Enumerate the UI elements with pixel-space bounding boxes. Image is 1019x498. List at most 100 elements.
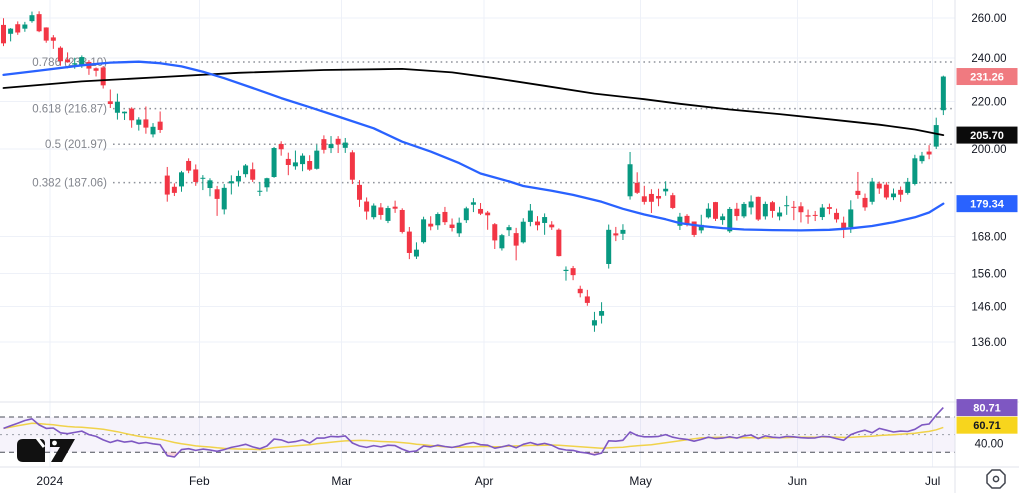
candle [591, 311, 597, 332]
price-axis[interactable]: 260.00 240.00 220.00 200.00 168.00 156.00 146.… [956, 13, 1018, 450]
candle [940, 75, 946, 116]
svg-text:80.71: 80.71 [973, 403, 1001, 415]
candle [485, 210, 491, 230]
candle [57, 46, 63, 66]
price-tick-label: 146.00 [971, 301, 1006, 313]
rsi-badge: 80.71 [956, 399, 1018, 417]
candle [435, 212, 441, 230]
blue-ma-line [2, 60, 945, 232]
candle [428, 216, 434, 231]
candle [392, 200, 398, 213]
candle [193, 164, 199, 186]
time-axis-label: Apr [475, 474, 494, 488]
black-ma-badge: 205.70 [956, 126, 1018, 144]
candle [876, 181, 882, 194]
candle [713, 201, 718, 222]
candle [663, 181, 669, 196]
candle [784, 195, 790, 215]
candle [641, 185, 647, 205]
candle [100, 66, 106, 89]
candle [705, 203, 711, 219]
candle [542, 213, 548, 235]
candle [734, 202, 740, 221]
time-axis-label: 2024 [36, 474, 63, 488]
candle [129, 107, 135, 128]
time-axis[interactable]: 2024 Feb Mar Apr May Jun Jul [36, 474, 940, 488]
candle [243, 164, 249, 178]
candle [478, 203, 484, 216]
rsi-ma-line [3, 422, 944, 451]
fib-level-label: 0.5 (201.97) [45, 139, 107, 151]
candle [307, 155, 313, 171]
candle [470, 198, 476, 213]
candle [520, 218, 526, 244]
candle [257, 182, 263, 196]
candle [385, 205, 391, 224]
price-tick-label: 156.00 [971, 268, 1006, 280]
price-tick-label: 220.00 [971, 96, 1006, 108]
candle [577, 285, 583, 298]
candle [506, 224, 512, 237]
candle [648, 189, 654, 214]
candle [805, 209, 811, 224]
candle [264, 177, 270, 192]
candle [371, 203, 377, 220]
candle [791, 200, 797, 221]
candle [406, 226, 412, 260]
candle [399, 208, 405, 234]
candle [221, 184, 227, 215]
candle [107, 89, 113, 109]
time-axis-label: Mar [331, 474, 352, 488]
time-axis-label: Jun [788, 474, 807, 488]
candles [1, 11, 946, 332]
candle [186, 158, 192, 174]
svg-text:231.26: 231.26 [970, 72, 1004, 84]
blue-ma-badge: 179.34 [956, 195, 1018, 213]
price-tick-label: 168.00 [971, 231, 1006, 243]
fib-level-label: 0.382 (187.06) [32, 178, 107, 190]
price-tick-label: 260.00 [971, 13, 1006, 25]
time-axis-label: May [629, 474, 652, 488]
candle [413, 242, 419, 259]
candle [535, 216, 540, 231]
candle [328, 136, 334, 154]
candle [769, 200, 775, 218]
candle [613, 226, 619, 242]
candle [271, 146, 277, 178]
rsi-pane[interactable] [0, 407, 955, 458]
candle [527, 203, 533, 227]
candle [584, 289, 590, 306]
svg-text:60.71: 60.71 [973, 420, 1001, 432]
candle [442, 206, 448, 226]
candle [627, 151, 633, 200]
candle [207, 178, 213, 197]
tradingview-logo-icon[interactable] [17, 437, 75, 462]
candle [179, 170, 184, 192]
candle [292, 150, 298, 170]
candle [883, 182, 889, 200]
candle [1, 18, 6, 47]
price-tick-label: 200.00 [971, 144, 1006, 156]
candle [834, 208, 840, 223]
fib-level-label: 0.618 (216.87) [32, 104, 107, 116]
candle [364, 197, 370, 220]
candle [36, 11, 42, 33]
candle [777, 206, 783, 221]
candle [912, 154, 918, 186]
candle [606, 224, 612, 269]
price-tick-label: 240.00 [971, 53, 1006, 65]
candle [499, 233, 505, 251]
candle [300, 153, 306, 172]
candle [357, 180, 362, 207]
candle [157, 111, 163, 133]
svg-text:179.34: 179.34 [970, 199, 1005, 211]
black-ma-line [2, 68, 945, 136]
candle [314, 144, 320, 170]
candle [549, 221, 555, 230]
candle [620, 224, 626, 240]
octagon-dot-icon[interactable] [986, 469, 1006, 489]
candle [122, 111, 128, 120]
